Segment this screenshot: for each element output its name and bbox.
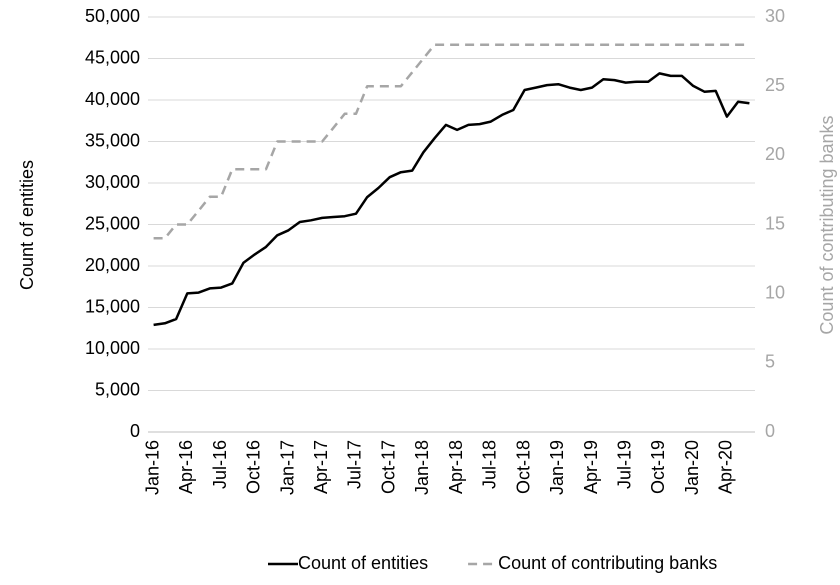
- x-tick-label: Oct-16: [244, 440, 264, 494]
- y-tick-label: 20,000: [85, 255, 140, 275]
- y-tick-label: 35,000: [85, 130, 140, 150]
- series-line: [153, 72, 750, 327]
- y-axis-title: Count of entities: [17, 160, 37, 290]
- x-tick-label: Oct-17: [378, 440, 398, 494]
- x-tick-label: Jan-16: [142, 440, 162, 495]
- x-tick-label: Jan-17: [277, 440, 297, 495]
- y-tick-label: 5,000: [95, 379, 140, 399]
- y-tick-label: 0: [130, 421, 140, 441]
- x-tick-label: Jan-18: [412, 440, 432, 495]
- x-tick-label: Apr-17: [311, 440, 331, 494]
- x-tick-label: Oct-19: [648, 440, 668, 494]
- y-tick-label: 40,000: [85, 89, 140, 109]
- y2-axis-title: Count of contributing banks: [817, 115, 837, 334]
- x-tick-label: Jul-16: [210, 440, 230, 489]
- y-tick-label: 15,000: [85, 296, 140, 316]
- legend-label: Count of entities: [298, 553, 428, 573]
- legend-label: Count of contributing banks: [498, 553, 717, 573]
- y2-tick-label: 20: [765, 144, 785, 164]
- y-tick-label: 10,000: [85, 338, 140, 358]
- y2-tick-label: 30: [765, 6, 785, 26]
- x-tick-label: Jan-20: [682, 440, 702, 495]
- y-tick-label: 30,000: [85, 172, 140, 192]
- y2-tick-label: 15: [765, 213, 785, 233]
- y2-tick-label: 0: [765, 421, 775, 441]
- y-tick-label: 50,000: [85, 6, 140, 26]
- y-tick-label: 45,000: [85, 47, 140, 67]
- x-tick-label: Jul-19: [614, 440, 634, 489]
- y2-tick-label: 5: [765, 352, 775, 372]
- x-tick-label: Oct-18: [513, 440, 533, 494]
- x-tick-label: Jan-19: [547, 440, 567, 495]
- x-tick-label: Apr-20: [716, 440, 736, 494]
- x-tick-label: Jul-18: [480, 440, 500, 489]
- x-tick-label: Apr-19: [581, 440, 601, 494]
- y2-tick-label: 10: [765, 282, 785, 302]
- x-tick-label: Apr-18: [446, 440, 466, 494]
- y2-tick-label: 25: [765, 75, 785, 95]
- y-tick-label: 25,000: [85, 213, 140, 233]
- series-line: [153, 43, 750, 240]
- x-tick-label: Jul-17: [345, 440, 365, 489]
- x-tick-label: Apr-16: [176, 440, 196, 494]
